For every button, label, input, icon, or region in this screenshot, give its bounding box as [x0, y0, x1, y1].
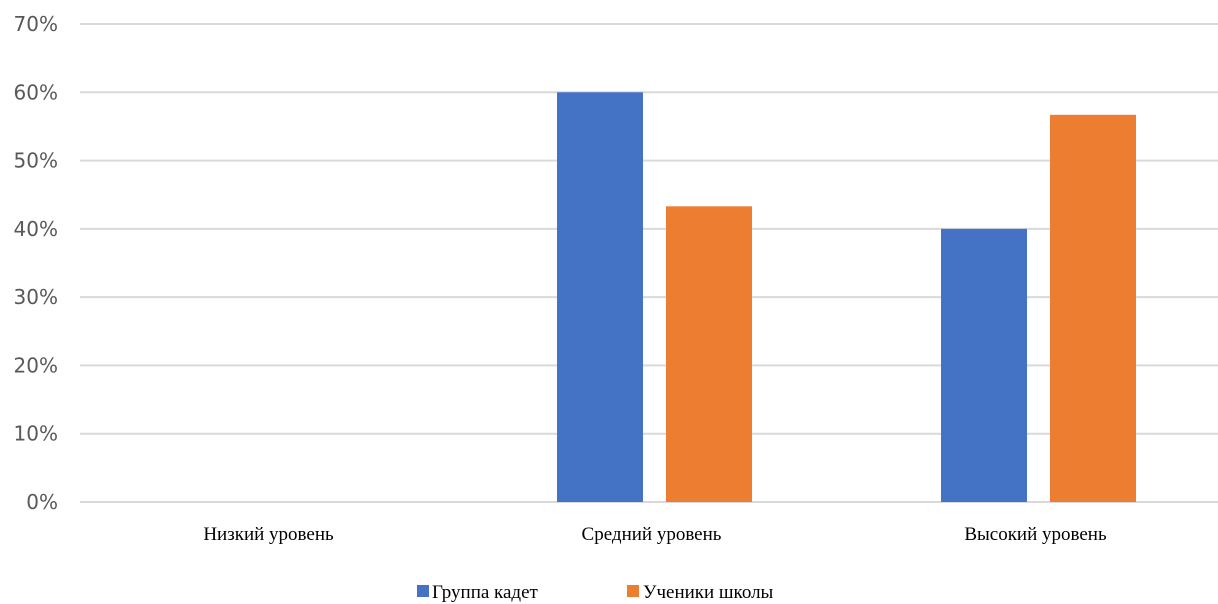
legend-label: Группа кадет [432, 582, 539, 603]
legend-item-group-cadets: Группа кадет [417, 582, 539, 603]
bar-group-cadets-2 [941, 228, 1027, 502]
legend-item-school-students: Ученики школы [627, 582, 774, 603]
x-axis-tick-labels: Низкий уровень Средний уровень Высокий уро… [203, 524, 1107, 545]
y-axis-tick-labels: 0% 10% 20% 30% 40% 50% 60% 70% [14, 12, 58, 514]
x-tick-label: Высокий уровень [964, 524, 1107, 545]
y-tick-label: 50% [14, 149, 58, 173]
bars [557, 92, 1136, 503]
gridlines [80, 23, 1218, 503]
y-tick-label: 10% [14, 422, 58, 446]
x-tick-label: Средний уровень [582, 524, 722, 545]
y-tick-label: 70% [14, 12, 58, 36]
legend: Группа кадет Ученики школы [417, 582, 774, 603]
bar-school-students-2 [1050, 114, 1136, 502]
y-tick-label: 40% [14, 217, 58, 241]
bar-group-cadets-1 [557, 92, 643, 503]
legend-swatch [627, 585, 639, 597]
y-tick-label: 0% [26, 490, 58, 514]
y-tick-label: 20% [14, 353, 58, 377]
legend-swatch [417, 585, 429, 597]
legend-label: Ученики школы [643, 582, 774, 603]
y-tick-label: 60% [14, 80, 58, 104]
x-tick-label: Низкий уровень [203, 524, 334, 545]
y-tick-label: 30% [14, 285, 58, 309]
bar-school-students-1 [666, 206, 752, 502]
